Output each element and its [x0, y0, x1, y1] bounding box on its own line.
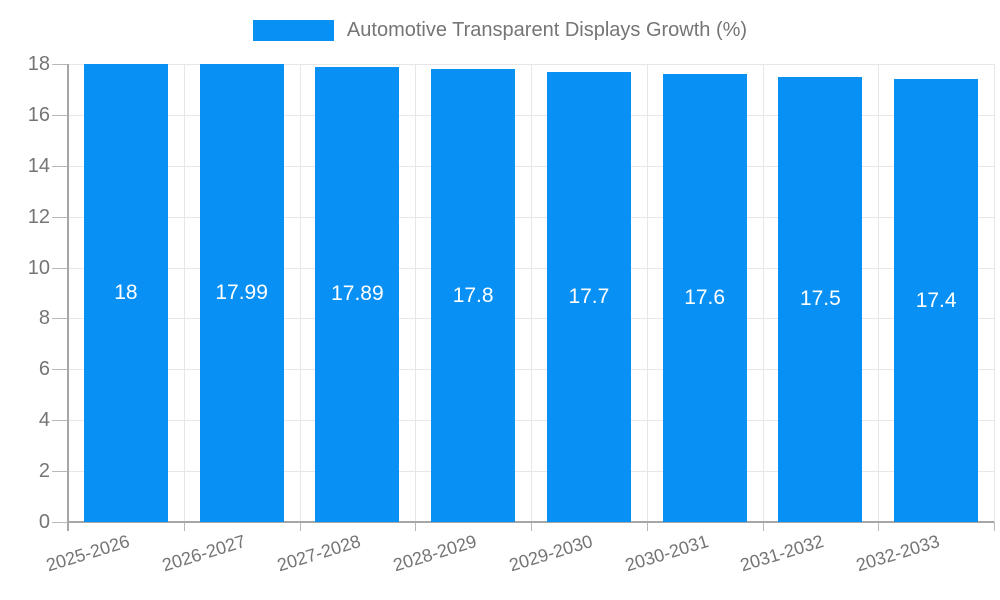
- x-axis-tick: [994, 522, 995, 531]
- bar[interactable]: 17.89: [315, 66, 400, 522]
- y-axis-label: 2: [38, 460, 50, 483]
- y-axis-label: 6: [38, 358, 50, 381]
- bar[interactable]: 17.6: [662, 74, 747, 522]
- y-axis-tick: [52, 267, 68, 269]
- x-axis-tick: [646, 522, 648, 531]
- y-axis-label: 10: [27, 256, 50, 279]
- y-axis-label: 0: [38, 511, 50, 533]
- legend-label: Automotive Transparent Displays Growth (…: [346, 19, 748, 41]
- x-axis-label: 2028-2029: [390, 531, 479, 576]
- v-gridline: [531, 64, 532, 522]
- x-axis-label: 2032-2033: [853, 531, 942, 576]
- y-axis-label: 4: [38, 409, 50, 432]
- y-axis-tick: [52, 114, 68, 116]
- x-axis-tick: [762, 522, 764, 531]
- v-gridline: [994, 64, 995, 522]
- x-axis-tick: [531, 522, 532, 531]
- v-gridline: [762, 64, 764, 522]
- bar[interactable]: 17.8: [431, 69, 516, 522]
- y-axis-tick: [52, 64, 68, 65]
- y-axis-tick: [52, 216, 68, 218]
- bar-value-label: 17.6: [684, 286, 726, 310]
- y-axis-line: [67, 64, 69, 531]
- bar-value-label: 18: [114, 281, 138, 304]
- y-axis-tick: [52, 318, 68, 320]
- x-axis-tick: [415, 522, 417, 531]
- y-axis-tick: [52, 369, 68, 371]
- y-axis-label: 12: [27, 205, 50, 228]
- y-axis-label: 14: [27, 154, 50, 177]
- bar-value-label: 17.5: [799, 287, 841, 311]
- bar-value-label: 17.8: [452, 283, 494, 307]
- x-axis-label: 2027-2028: [275, 531, 364, 576]
- bar[interactable]: 17.4: [894, 79, 979, 522]
- y-axis-tick: [52, 420, 68, 422]
- x-axis-tick: [878, 522, 880, 531]
- x-axis-label: 2029-2030: [506, 531, 595, 576]
- y-axis-label: 18: [27, 53, 50, 75]
- v-gridline: [878, 64, 880, 522]
- v-gridline: [299, 64, 301, 522]
- x-axis-label: 2025-2026: [43, 531, 132, 576]
- y-axis-label: 16: [27, 103, 50, 126]
- v-gridline: [646, 64, 648, 522]
- bar-value-label: 17.99: [215, 281, 268, 305]
- bar[interactable]: 18: [83, 64, 168, 522]
- x-axis-tick: [299, 522, 301, 531]
- x-axis-label: 2031-2032: [738, 531, 827, 576]
- y-axis-label: 8: [38, 307, 50, 330]
- y-axis-tick: [52, 522, 68, 523]
- bar-value-label: 17.4: [915, 288, 957, 312]
- legend-color-swatch: [252, 20, 334, 41]
- legend-item[interactable]: Automotive Transparent Displays Growth (…: [0, 19, 1000, 42]
- x-axis-line: [68, 521, 994, 523]
- x-axis-tick: [183, 522, 185, 531]
- bar-value-label: 17.89: [331, 282, 384, 306]
- bar[interactable]: 17.7: [546, 71, 631, 522]
- bar-value-label: 17.7: [568, 284, 610, 308]
- v-gridline: [415, 64, 417, 522]
- y-axis-tick: [52, 165, 68, 167]
- bar[interactable]: 17.99: [199, 64, 284, 522]
- x-axis-label: 2030-2031: [622, 531, 711, 576]
- v-gridline: [183, 64, 185, 522]
- x-axis-label: 2026-2027: [159, 531, 248, 576]
- bar[interactable]: 17.5: [778, 76, 863, 522]
- y-axis-tick: [52, 471, 68, 473]
